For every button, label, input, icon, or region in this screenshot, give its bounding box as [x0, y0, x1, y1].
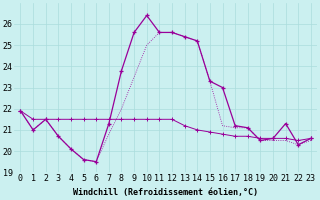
X-axis label: Windchill (Refroidissement éolien,°C): Windchill (Refroidissement éolien,°C) — [73, 188, 258, 197]
